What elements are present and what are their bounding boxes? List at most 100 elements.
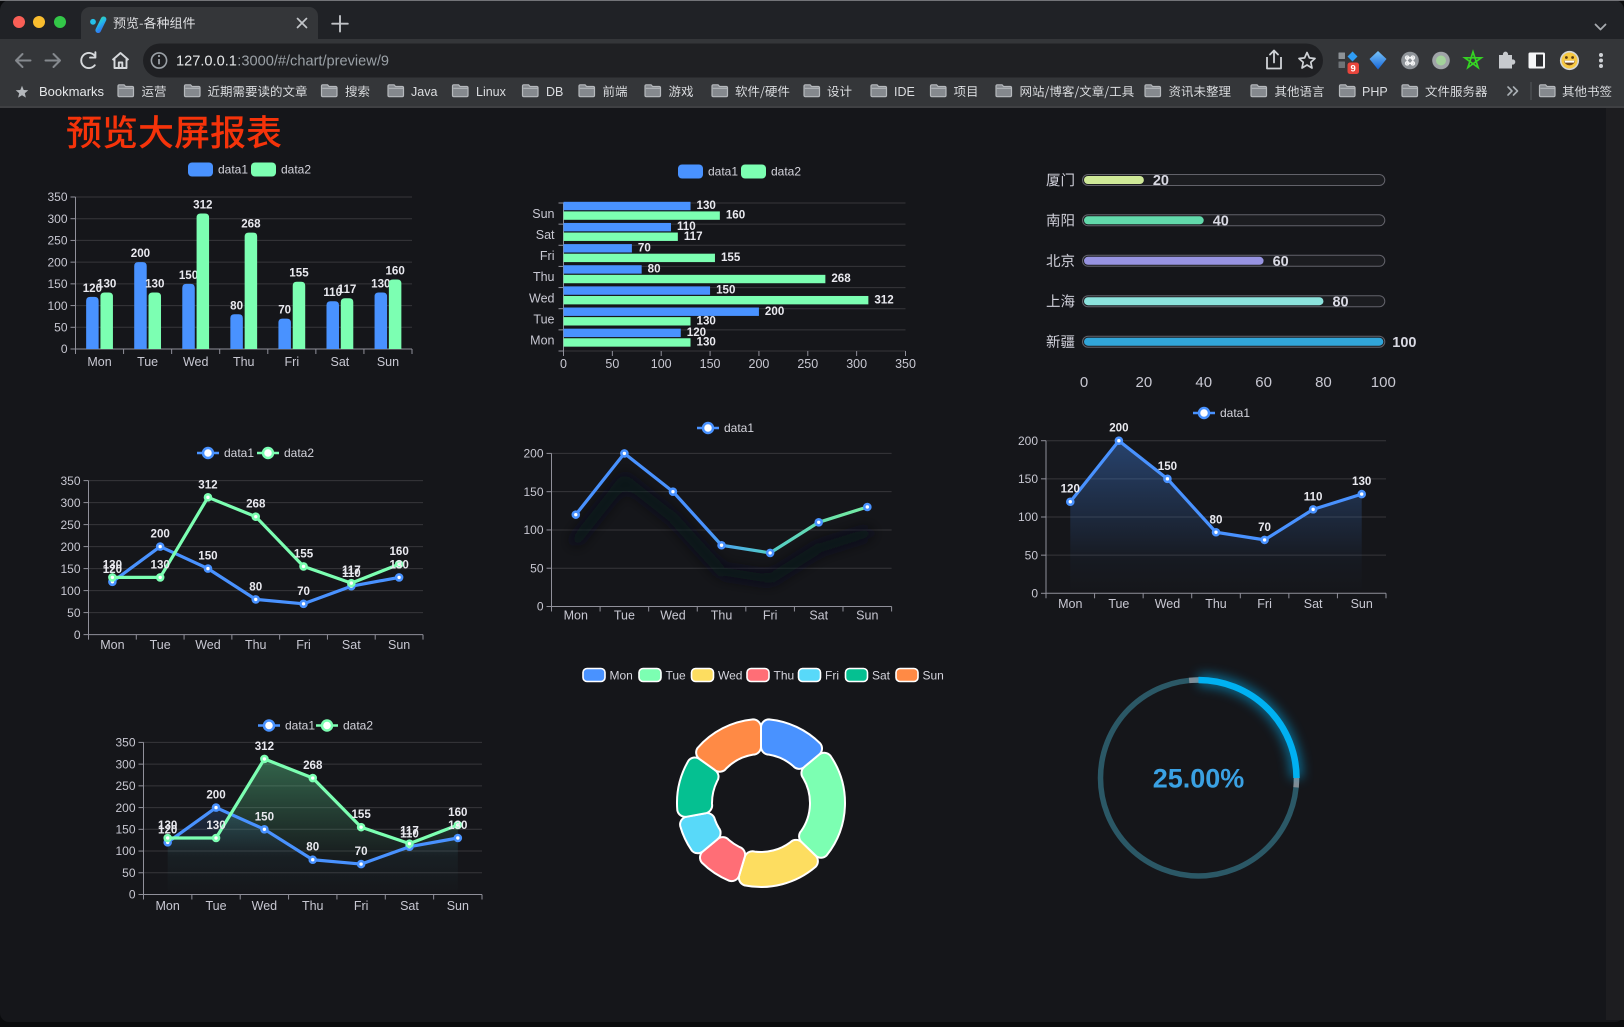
svg-text:150: 150: [523, 485, 543, 499]
svg-text:130: 130: [697, 199, 716, 212]
svg-text:data2: data2: [281, 163, 311, 177]
svg-text:150: 150: [179, 269, 198, 282]
svg-text:Sat: Sat: [536, 228, 555, 242]
svg-text:Tue: Tue: [137, 355, 158, 369]
svg-text:data1: data1: [224, 446, 254, 460]
svg-text:160: 160: [385, 265, 404, 278]
svg-text:Sun: Sun: [447, 899, 469, 913]
svg-text:Thu: Thu: [245, 638, 267, 652]
svg-text:data1: data1: [724, 421, 754, 435]
svg-text:Sun: Sun: [377, 355, 399, 369]
svg-text:0: 0: [560, 357, 567, 371]
svg-text:Bookmarks: Bookmarks: [39, 84, 105, 99]
svg-text:60: 60: [1273, 254, 1289, 270]
svg-text:Sat: Sat: [872, 668, 891, 682]
svg-text:150: 150: [1018, 472, 1038, 486]
svg-text:120: 120: [687, 326, 706, 339]
svg-text:110: 110: [1304, 490, 1323, 503]
svg-text:20: 20: [1136, 374, 1153, 391]
svg-text:250: 250: [60, 518, 80, 532]
svg-text:110: 110: [342, 567, 361, 580]
svg-text:268: 268: [303, 759, 323, 772]
svg-text:350: 350: [47, 190, 67, 204]
svg-text:155: 155: [721, 251, 741, 264]
svg-text:Fri: Fri: [354, 899, 369, 913]
svg-text:117: 117: [684, 230, 703, 243]
svg-text:100: 100: [60, 584, 80, 598]
svg-text:150: 150: [198, 550, 217, 563]
svg-text:150: 150: [716, 284, 735, 297]
svg-text:data1: data1: [1220, 406, 1250, 420]
svg-text:200: 200: [765, 305, 784, 318]
svg-text:data1: data1: [218, 163, 248, 177]
svg-text:300: 300: [60, 496, 80, 510]
svg-text:Java: Java: [411, 85, 437, 99]
svg-text:110: 110: [323, 286, 342, 299]
svg-text:Tue: Tue: [1108, 597, 1129, 611]
svg-text:117: 117: [400, 825, 419, 838]
svg-text:80: 80: [306, 841, 319, 854]
svg-text:350: 350: [115, 736, 135, 750]
svg-text:350: 350: [895, 357, 916, 371]
svg-text:200: 200: [1018, 434, 1038, 448]
svg-text:Thu: Thu: [302, 899, 324, 913]
svg-text:Wed: Wed: [718, 668, 742, 682]
svg-text:160: 160: [448, 806, 467, 819]
svg-text:130: 130: [697, 314, 716, 327]
svg-text:80: 80: [230, 299, 243, 312]
svg-text:Fri: Fri: [285, 355, 300, 369]
svg-text:Sat: Sat: [809, 609, 828, 623]
svg-text:200: 200: [749, 357, 770, 371]
svg-text:70: 70: [1258, 521, 1271, 534]
svg-text:Thu: Thu: [774, 668, 795, 682]
svg-text:Sat: Sat: [342, 638, 361, 652]
svg-text:200: 200: [131, 247, 150, 260]
svg-text:130: 130: [97, 278, 116, 291]
svg-text:Sat: Sat: [331, 355, 350, 369]
svg-text:130: 130: [151, 558, 170, 571]
svg-text:127.0.0.1: 127.0.0.1: [176, 54, 237, 70]
svg-text:155: 155: [289, 267, 309, 280]
svg-text:Sat: Sat: [400, 899, 419, 913]
svg-text:120: 120: [83, 282, 102, 295]
svg-text:Mon: Mon: [610, 668, 633, 682]
svg-text:Mon: Mon: [87, 355, 111, 369]
svg-text:100: 100: [47, 299, 67, 313]
svg-text:0: 0: [74, 628, 81, 642]
svg-text:40: 40: [1195, 374, 1212, 391]
svg-text:data1: data1: [708, 165, 738, 179]
svg-text:0: 0: [61, 342, 68, 356]
svg-text:130: 130: [371, 278, 390, 291]
svg-text:200: 200: [60, 540, 80, 554]
svg-text:DB: DB: [546, 85, 563, 99]
svg-text:9: 9: [1351, 63, 1356, 74]
svg-text:0: 0: [537, 600, 544, 614]
svg-text:Fri: Fri: [296, 638, 311, 652]
svg-text:Sun: Sun: [1351, 597, 1373, 611]
svg-text:50: 50: [1025, 548, 1039, 562]
svg-text:80: 80: [648, 263, 661, 276]
svg-text:150: 150: [255, 810, 274, 823]
svg-text:Fri: Fri: [763, 609, 778, 623]
svg-text:Mon: Mon: [1058, 597, 1082, 611]
svg-text:312: 312: [193, 199, 212, 212]
svg-text:80: 80: [1315, 374, 1332, 391]
svg-text:100: 100: [523, 523, 543, 537]
svg-text:Tue: Tue: [614, 609, 635, 623]
svg-text:312: 312: [874, 293, 893, 306]
svg-text:120: 120: [158, 823, 177, 836]
svg-text:25.00%: 25.00%: [1153, 764, 1245, 794]
svg-text:50: 50: [605, 357, 619, 371]
svg-text:Thu: Thu: [233, 355, 255, 369]
svg-text:Sun: Sun: [532, 207, 554, 221]
svg-text:50: 50: [54, 320, 68, 334]
svg-text:Tue: Tue: [533, 312, 554, 326]
svg-text:70: 70: [278, 304, 291, 317]
svg-text:0: 0: [1031, 587, 1038, 601]
svg-text:130: 130: [103, 558, 122, 571]
svg-text:40: 40: [1213, 214, 1229, 230]
svg-text:200: 200: [523, 447, 543, 461]
svg-text:Thu: Thu: [533, 270, 555, 284]
svg-text:150: 150: [700, 357, 721, 371]
svg-text:Mon: Mon: [100, 638, 124, 652]
